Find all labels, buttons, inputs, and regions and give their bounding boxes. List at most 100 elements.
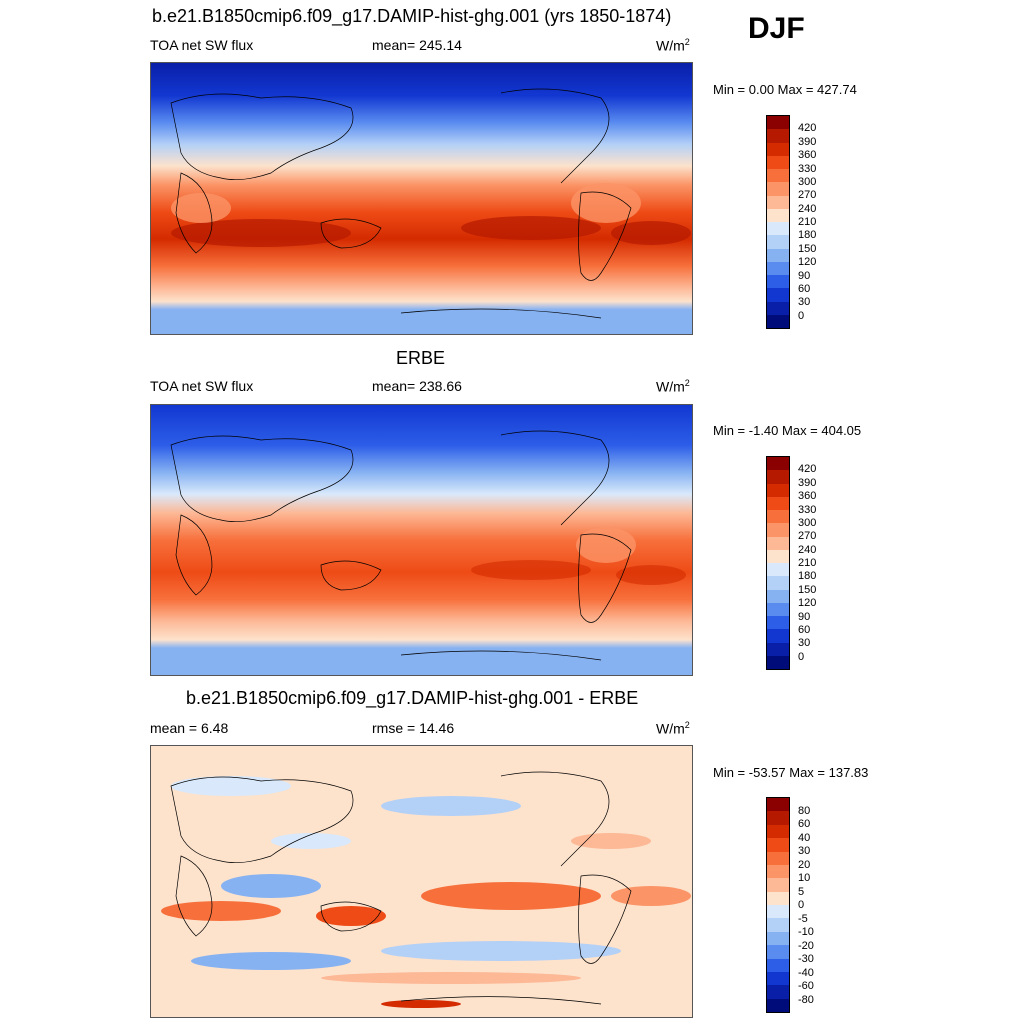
- panel1-map: [150, 62, 693, 335]
- panel3-units: W/m2: [656, 720, 690, 737]
- panel1-colorbar: [766, 115, 790, 329]
- colorbar-tick-label: 80: [798, 804, 811, 817]
- colorbar-tick-label: 60: [798, 818, 811, 830]
- colorbar-box: [767, 918, 789, 932]
- colorbar-tick-label: 30: [798, 845, 811, 857]
- colorbar-tick-label: 330: [798, 162, 817, 175]
- panel3-title: b.e21.B1850cmip6.f09_g17.DAMIP-hist-ghg.…: [186, 688, 639, 708]
- colorbar-tick-label: 90: [798, 269, 811, 282]
- colorbar-tick-label: 330: [798, 503, 817, 516]
- colorbar-box: [767, 798, 789, 812]
- panel3-colorbar: [766, 797, 790, 1013]
- colorbar-box: [767, 155, 789, 169]
- panel1-units: W/m2: [656, 37, 690, 54]
- colorbar-box: [767, 222, 789, 236]
- colorbar-tick-label: -30: [798, 953, 814, 965]
- colorbar-tick-label: 180: [798, 229, 817, 242]
- colorbar-box: [767, 629, 789, 643]
- panel2-variable-label: TOA net SW flux: [150, 378, 254, 394]
- colorbar-box: [767, 235, 789, 249]
- colorbar-box: [767, 169, 789, 183]
- colorbar-tick-label: -20: [798, 939, 814, 952]
- colorbar-box: [767, 971, 789, 986]
- colorbar-tick-label: 210: [798, 216, 817, 228]
- colorbar-tick-label: 0: [798, 309, 805, 322]
- colorbar-box: [767, 549, 789, 563]
- panel2-map-field: [151, 405, 692, 675]
- colorbar-box: [767, 838, 789, 852]
- panel2-title: ERBE: [396, 348, 446, 368]
- colorbar-box: [767, 116, 789, 130]
- colorbar-box: [767, 208, 789, 222]
- colorbar-tick-label: 300: [798, 516, 817, 529]
- panel3-map-field: [151, 746, 692, 1017]
- colorbar-tick-label: -5: [798, 912, 808, 925]
- panel2-colorbar: [766, 456, 790, 670]
- colorbar-box: [767, 878, 789, 892]
- colorbar-tick-label: 60: [798, 623, 811, 636]
- colorbar-tick-label: -80: [798, 993, 814, 1006]
- colorbar-tick-label: 240: [798, 543, 817, 556]
- panel3-rmse-label: rmse = 14.46: [372, 720, 455, 736]
- panel1-mean-label: mean= 245.14: [372, 37, 462, 53]
- colorbar-box: [767, 655, 789, 669]
- panel1-title: b.e21.B1850cmip6.f09_g17.DAMIP-hist-ghg.…: [152, 6, 672, 26]
- colorbar-tick-label: 40: [798, 831, 811, 844]
- colorbar-box: [767, 275, 789, 289]
- panel1-variable-label: TOA net SW flux: [150, 37, 254, 53]
- colorbar-box: [767, 602, 789, 616]
- colorbar-tick-label: -10: [798, 926, 814, 938]
- colorbar-box: [767, 616, 789, 630]
- colorbar-box: [767, 195, 789, 209]
- colorbar-tick-label: 10: [798, 872, 811, 884]
- colorbar-tick-label: 20: [798, 858, 811, 871]
- colorbar-box: [767, 576, 789, 590]
- colorbar-tick-label: 120: [798, 256, 817, 269]
- colorbar-tick-label: 240: [798, 202, 817, 215]
- colorbar-box: [767, 510, 789, 524]
- colorbar-tick-label: 30: [798, 637, 811, 650]
- colorbar-tick-label: 270: [798, 530, 817, 543]
- colorbar-box: [767, 470, 789, 484]
- colorbar-tick-label: 180: [798, 570, 817, 583]
- colorbar-tick-label: 360: [798, 490, 817, 503]
- colorbar-box: [767, 905, 789, 919]
- colorbar-box: [767, 824, 789, 839]
- colorbar-box: [767, 182, 789, 196]
- colorbar-box: [767, 496, 789, 510]
- colorbar-tick-label: 390: [798, 476, 817, 489]
- colorbar-box: [767, 851, 789, 865]
- panel1-map-field: [151, 63, 692, 334]
- colorbar-tick-label: 0: [798, 899, 805, 911]
- colorbar-box: [767, 945, 789, 959]
- colorbar-box: [767, 301, 789, 315]
- colorbar-box: [767, 985, 789, 999]
- colorbar-box: [767, 314, 789, 328]
- colorbar-box: [767, 811, 789, 825]
- colorbar-box: [767, 129, 789, 143]
- colorbar-tick-label: 5: [798, 885, 805, 898]
- colorbar-tick-label: 90: [798, 610, 811, 623]
- colorbar-tick-label: 360: [798, 149, 817, 162]
- panel3-minmax: Min = -53.57 Max = 137.83: [713, 765, 869, 780]
- colorbar-box: [767, 483, 789, 497]
- colorbar-box: [767, 248, 789, 262]
- colorbar-tick-label: 150: [798, 583, 817, 596]
- colorbar-tick-label: 390: [798, 135, 817, 148]
- panel3-mean-label: mean = 6.48: [150, 720, 229, 736]
- colorbar-box: [767, 998, 789, 1012]
- colorbar-box: [767, 958, 789, 972]
- season-label: DJF: [748, 12, 805, 45]
- colorbar-tick-label: 420: [798, 463, 817, 476]
- colorbar-tick-label: 420: [798, 122, 817, 135]
- colorbar-tick-label: -40: [798, 966, 814, 979]
- colorbar-box: [767, 642, 789, 656]
- colorbar-box: [767, 931, 789, 946]
- colorbar-tick-label: 210: [798, 557, 817, 569]
- colorbar-tick-label: 300: [798, 175, 817, 188]
- colorbar-box: [767, 563, 789, 577]
- colorbar-box: [767, 261, 789, 275]
- colorbar-tick-label: 60: [798, 282, 811, 295]
- colorbar-tick-label: 150: [798, 242, 817, 255]
- colorbar-tick-label: 120: [798, 597, 817, 610]
